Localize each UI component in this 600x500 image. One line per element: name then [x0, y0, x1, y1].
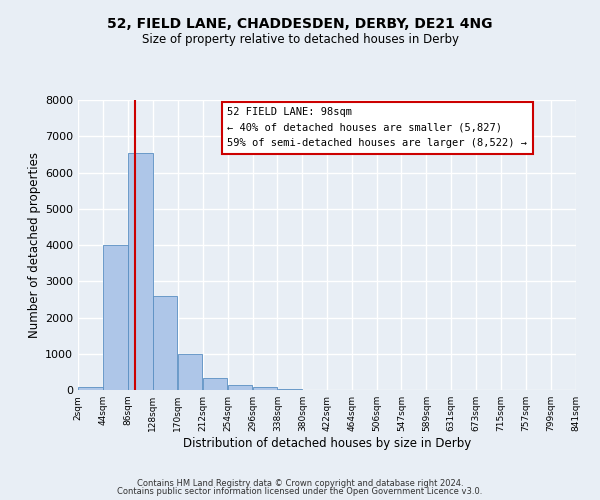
- Y-axis label: Number of detached properties: Number of detached properties: [28, 152, 41, 338]
- Bar: [103, 245, 128, 390]
- Text: 52 FIELD LANE: 98sqm
← 40% of detached houses are smaller (5,827)
59% of semi-de: 52 FIELD LANE: 98sqm ← 40% of detached h…: [227, 108, 527, 148]
- Bar: [228, 385, 252, 390]
- Text: 52, FIELD LANE, CHADDESDEN, DERBY, DE21 4NG: 52, FIELD LANE, CHADDESDEN, DERBY, DE21 …: [107, 18, 493, 32]
- Bar: [278, 389, 302, 390]
- Text: Size of property relative to detached houses in Derby: Size of property relative to detached ho…: [142, 32, 458, 46]
- Bar: [203, 378, 227, 390]
- Text: Contains public sector information licensed under the Open Government Licence v3: Contains public sector information licen…: [118, 487, 482, 496]
- X-axis label: Distribution of detached houses by size in Derby: Distribution of detached houses by size …: [183, 437, 471, 450]
- Bar: [253, 387, 277, 390]
- Bar: [128, 152, 152, 390]
- Bar: [178, 354, 202, 390]
- Text: Contains HM Land Registry data © Crown copyright and database right 2024.: Contains HM Land Registry data © Crown c…: [137, 478, 463, 488]
- Bar: [153, 296, 178, 390]
- Bar: [78, 388, 103, 390]
